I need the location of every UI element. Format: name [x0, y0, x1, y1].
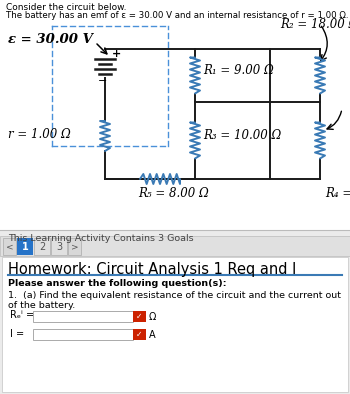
Bar	[2, 257, 348, 392]
Text: R₅ = 8.00 Ω: R₅ = 8.00 Ω	[138, 187, 209, 200]
Bar	[3, 238, 16, 255]
Text: <: <	[6, 242, 13, 251]
Text: 3: 3	[56, 242, 62, 251]
Text: 1: 1	[22, 242, 28, 251]
Bar	[68, 238, 81, 255]
Text: 2: 2	[39, 242, 45, 251]
Text: This Learning Activity Contains 3 Goals: This Learning Activity Contains 3 Goals	[8, 234, 194, 243]
Bar	[17, 238, 33, 255]
Text: R₄ = 10.00 Ω: R₄ = 10.00 Ω	[325, 187, 350, 200]
Bar	[33, 329, 133, 340]
Text: +: +	[112, 49, 121, 59]
Text: r = 1.00 Ω: r = 1.00 Ω	[8, 128, 71, 141]
Text: Homework: Circuit Analysis 1 Req and I: Homework: Circuit Analysis 1 Req and I	[8, 262, 296, 277]
Text: 1.  (a) Find the equivalent resistance of the circuit and the current out of the: 1. (a) Find the equivalent resistance of…	[8, 291, 341, 310]
Bar	[133, 329, 146, 340]
Bar	[34, 238, 50, 255]
Text: R₃ = 10.00 Ω: R₃ = 10.00 Ω	[203, 129, 281, 142]
Bar	[51, 238, 67, 255]
Bar	[33, 311, 133, 322]
Bar	[0, 236, 350, 256]
Bar	[133, 311, 146, 322]
Text: ✓: ✓	[136, 330, 142, 339]
Text: R₂ = 18.00 Ω: R₂ = 18.00 Ω	[280, 18, 350, 31]
Text: >: >	[71, 242, 78, 251]
Bar	[0, 230, 350, 394]
Text: I =: I =	[10, 329, 24, 339]
Text: ε = 30.00 V: ε = 30.00 V	[8, 32, 93, 45]
Text: Please answer the following question(s):: Please answer the following question(s):	[8, 279, 226, 288]
Text: A: A	[149, 329, 156, 340]
Text: Ω: Ω	[149, 312, 156, 322]
Text: Consider the circuit below.: Consider the circuit below.	[6, 3, 126, 12]
Text: R₁ = 9.00 Ω: R₁ = 9.00 Ω	[203, 64, 274, 77]
Text: The battery has an emf of ε = 30.00 V and an internal resistance of r = 1.00 Ω.: The battery has an emf of ε = 30.00 V an…	[6, 11, 349, 20]
Text: Rₑⁱ =: Rₑⁱ =	[10, 310, 34, 320]
Text: ✓: ✓	[136, 312, 142, 321]
Text: −: −	[98, 76, 108, 86]
